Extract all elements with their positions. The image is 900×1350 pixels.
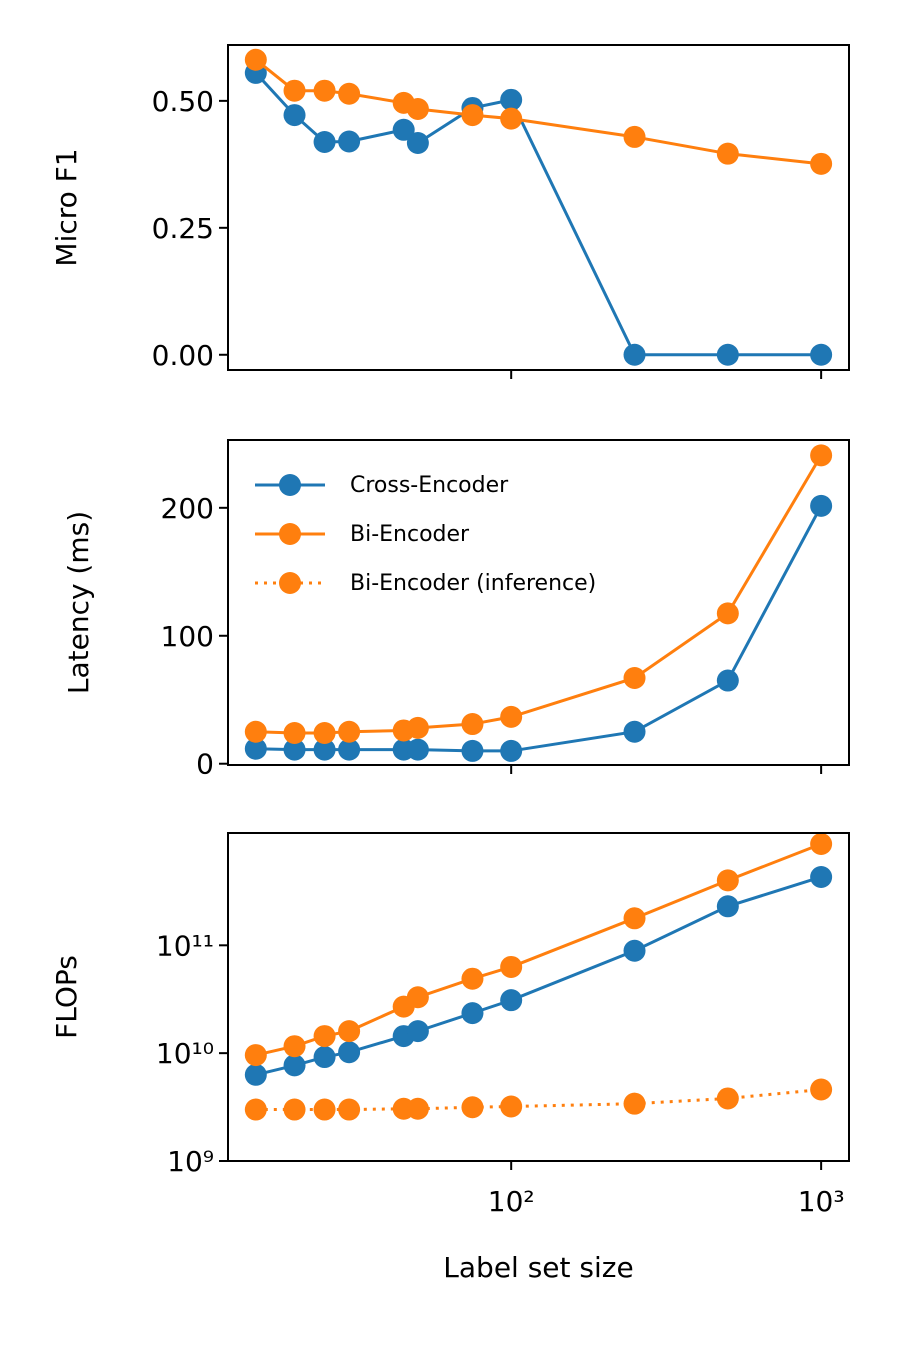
marker [810, 444, 833, 467]
marker [461, 1002, 484, 1025]
marker [500, 989, 523, 1012]
marker [716, 895, 739, 918]
axes-frame [227, 44, 850, 371]
marker [461, 739, 484, 762]
legend-label: Bi-Encoder [350, 522, 470, 547]
marker [461, 713, 484, 736]
marker [313, 130, 336, 153]
marker [338, 1098, 361, 1121]
marker [244, 1098, 267, 1121]
marker [623, 125, 646, 148]
marker [810, 343, 833, 366]
marker [244, 737, 267, 760]
marker [338, 82, 361, 105]
marker [406, 986, 429, 1009]
y-tick-label: 200 [161, 492, 214, 525]
marker [623, 720, 646, 743]
marker [406, 132, 429, 155]
marker [716, 669, 739, 692]
marker [716, 602, 739, 625]
marker [244, 1044, 267, 1067]
marker [338, 738, 361, 761]
y-tick-label: 10¹⁰ [156, 1037, 214, 1070]
marker [623, 907, 646, 930]
marker [338, 1020, 361, 1043]
y-axis-label: Latency (ms) [62, 511, 95, 694]
marker [313, 1098, 336, 1121]
marker [500, 88, 523, 111]
x-axis-label: Label set size [443, 1251, 633, 1284]
marker [313, 738, 336, 761]
marker [406, 1020, 429, 1043]
marker [283, 104, 306, 127]
marker [500, 107, 523, 130]
marker [313, 722, 336, 745]
marker [716, 343, 739, 366]
marker [500, 705, 523, 728]
y-tick-label: 0.25 [152, 212, 214, 245]
marker [406, 738, 429, 761]
series-line [254, 71, 822, 357]
subplot: 0.00 0.25 0.50 Micro F1 [50, 44, 850, 379]
marker [716, 1087, 739, 1110]
marker [500, 1095, 523, 1118]
marker [461, 104, 484, 127]
marker [406, 1097, 429, 1120]
y-tick-label: 0.50 [152, 85, 214, 118]
marker [461, 1096, 484, 1119]
marker [810, 865, 833, 888]
marker [283, 722, 306, 745]
legend-label: Cross-Encoder [350, 473, 509, 498]
y-tick-label: 10¹¹ [156, 929, 214, 962]
subplot: 0 100 200 Latency (ms) Cross-Encoder Bi-Encod… [62, 439, 850, 781]
marker [338, 130, 361, 153]
axes-frame [227, 439, 850, 766]
y-tick-label: 0.00 [152, 339, 214, 372]
marker [810, 832, 833, 855]
y-tick-label: 10⁹ [167, 1145, 214, 1178]
marker [500, 739, 523, 762]
marker [283, 1035, 306, 1058]
marker [810, 152, 833, 175]
marker [392, 118, 415, 141]
legend-marker [279, 474, 301, 496]
x-tick-label: 10² [488, 1185, 535, 1218]
marker [338, 1041, 361, 1064]
y-axis-label: Micro F1 [50, 148, 83, 266]
marker [623, 1092, 646, 1115]
legend-marker [279, 523, 301, 545]
marker [283, 1054, 306, 1077]
x-tick-label: 10³ [798, 1185, 845, 1218]
legend-marker [279, 572, 301, 594]
marker [623, 939, 646, 962]
marker [244, 1063, 267, 1086]
marker [338, 720, 361, 743]
marker [313, 1025, 336, 1048]
marker [623, 343, 646, 366]
marker [461, 967, 484, 990]
marker [406, 97, 429, 120]
marker [716, 142, 739, 165]
y-axis-label: FLOPs [50, 955, 83, 1039]
marker [283, 79, 306, 102]
series-line [255, 505, 823, 753]
marker [500, 955, 523, 978]
marker [716, 869, 739, 892]
marker [313, 1046, 336, 1069]
marker [244, 720, 267, 743]
legend-label: Bi-Encoder (inference) [350, 571, 596, 596]
axes-frame [227, 832, 850, 1162]
marker [244, 48, 267, 71]
marker [283, 1098, 306, 1121]
marker [810, 494, 833, 517]
marker [313, 79, 336, 102]
marker [283, 738, 306, 761]
subplot: 10⁹ 10¹⁰ 10¹¹ 10² 10³ FLOPs Label set size [50, 832, 850, 1284]
y-tick-label: 100 [161, 620, 214, 653]
marker [623, 666, 646, 689]
marker [810, 1078, 833, 1101]
y-tick-label: 0 [196, 748, 214, 781]
marker [406, 716, 429, 739]
